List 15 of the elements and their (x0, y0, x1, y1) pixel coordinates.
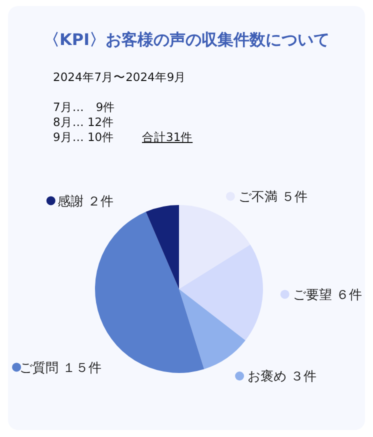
legend-label: お褒め ３件 (248, 368, 317, 385)
pie-slice (179, 289, 246, 370)
chart-subtitle: 2024年7月〜2024年9月 (53, 70, 186, 85)
pie-slice (146, 205, 179, 289)
pie-slice (179, 205, 250, 289)
text: 合計31件 (142, 130, 193, 145)
legend-label: 感謝 ２件 (57, 194, 114, 210)
pie-slice (179, 244, 263, 340)
chart-title: 〈KPI〉お客様の声の収集件数について (42, 30, 331, 51)
text: 7月… 9件 (53, 100, 116, 115)
text: 9月… 10件 (53, 130, 114, 145)
text: 8月… 12件 (53, 115, 114, 130)
legend-label: ご質問 １５件 (20, 360, 102, 376)
legend-label: ご要望 ６件 (292, 288, 362, 303)
legend-label: ご不満 ５件 (238, 190, 308, 205)
